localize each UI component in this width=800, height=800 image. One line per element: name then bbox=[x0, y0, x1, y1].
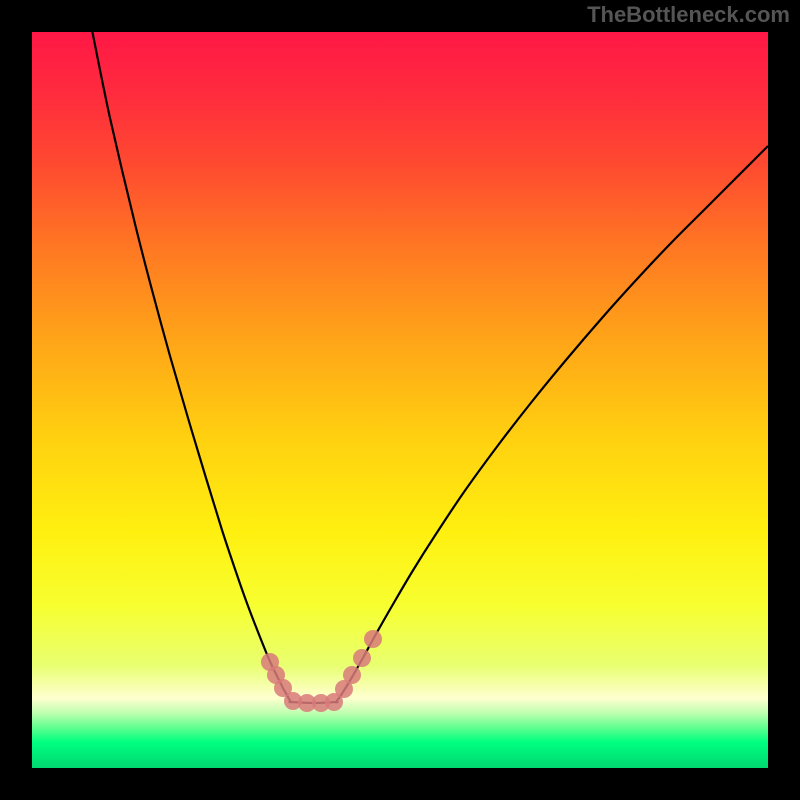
marker-dot bbox=[364, 630, 382, 648]
curve-path bbox=[86, 32, 768, 703]
curve-layer bbox=[32, 32, 768, 768]
marker-dot bbox=[353, 649, 371, 667]
marker-dot bbox=[343, 666, 361, 684]
plot-area bbox=[32, 32, 768, 768]
watermark-text: TheBottleneck.com bbox=[587, 2, 790, 28]
bottleneck-curve bbox=[86, 32, 768, 703]
marker-dots bbox=[261, 630, 382, 712]
